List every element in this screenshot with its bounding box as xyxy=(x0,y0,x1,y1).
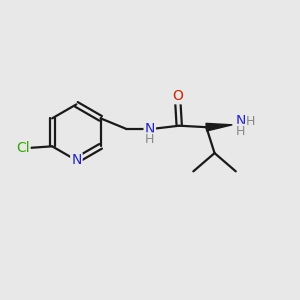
Text: N: N xyxy=(235,114,246,128)
Text: H: H xyxy=(145,133,154,146)
Text: N: N xyxy=(71,153,82,167)
Text: O: O xyxy=(172,89,183,103)
Text: N: N xyxy=(145,122,155,136)
Text: H: H xyxy=(246,115,255,128)
Text: Cl: Cl xyxy=(16,141,29,155)
Polygon shape xyxy=(206,123,232,131)
Text: H: H xyxy=(236,125,245,138)
